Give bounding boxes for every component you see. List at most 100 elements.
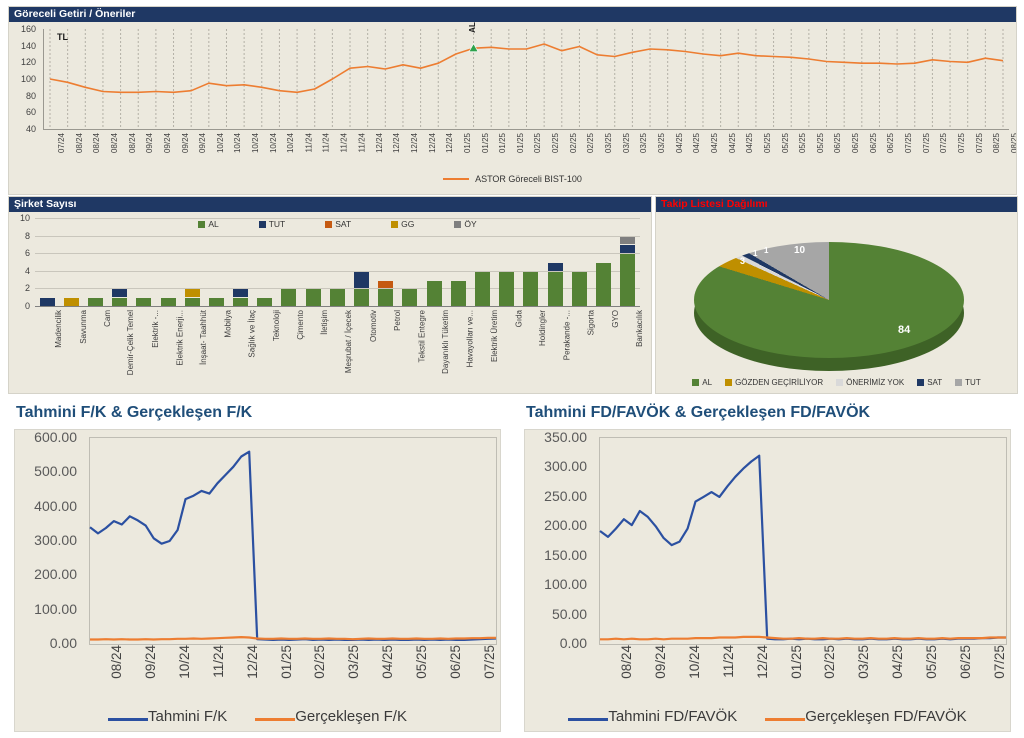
bar-segment-al bbox=[208, 298, 224, 306]
bar-7 bbox=[184, 288, 200, 306]
y-tick-label: 40 bbox=[25, 124, 36, 134]
bar-segment-öy bbox=[620, 236, 636, 245]
x-tick-label: 09/24 bbox=[143, 645, 159, 679]
x-tick-label: 07/25 bbox=[939, 133, 949, 154]
pie-value-al: 84 bbox=[898, 324, 911, 336]
y-tick-label: 10 bbox=[19, 213, 30, 223]
legend-label: SAT bbox=[335, 219, 352, 229]
x-tick-label: 05/25 bbox=[413, 645, 429, 679]
x-tick-label: 10/24 bbox=[233, 133, 243, 154]
bar-23 bbox=[571, 271, 587, 306]
x-tick-label: 11/24 bbox=[720, 645, 736, 678]
legend-label: ÖY bbox=[464, 219, 477, 229]
legend-swatch bbox=[917, 379, 925, 386]
x-tick-label: 11/24 bbox=[210, 645, 226, 678]
legend-swatch bbox=[198, 221, 206, 228]
x-tick-label: 02/25 bbox=[551, 133, 561, 154]
x-tick-label: Holdingler bbox=[538, 310, 548, 347]
chart-title: Tahmini F/K & Gerçekleşen F/K bbox=[16, 404, 253, 421]
x-tick-label: 04/25 bbox=[674, 133, 684, 154]
x-tick-label: Demir-Çelik Temel bbox=[126, 310, 136, 376]
bar-segment-al bbox=[474, 271, 490, 306]
x-tick-label: 09/24 bbox=[198, 133, 208, 154]
bar-19 bbox=[474, 271, 490, 306]
bar-22 bbox=[547, 262, 563, 306]
x-tick-label: İletişim bbox=[320, 310, 330, 335]
x-tick-label: 01/25 bbox=[498, 133, 508, 154]
plot-area bbox=[43, 29, 1009, 130]
bar-segment-al bbox=[499, 271, 515, 306]
legend-label: GÖZDEN GEÇİRİLİYOR bbox=[735, 378, 824, 387]
bar-24 bbox=[595, 262, 611, 306]
x-tick-label: Otomotiv bbox=[368, 310, 378, 343]
x-tick-label: 06/25 bbox=[447, 645, 463, 679]
bar-segment-al bbox=[160, 298, 176, 306]
legend-line-sample bbox=[765, 717, 806, 721]
y-tick-label: 60 bbox=[25, 107, 36, 118]
bar-21 bbox=[523, 271, 539, 306]
x-tick-label: 07/25 bbox=[921, 133, 931, 154]
legend-label: TUT bbox=[268, 219, 286, 229]
x-tick-label: 05/25 bbox=[780, 133, 790, 154]
bar-segment-sat bbox=[378, 280, 394, 289]
legend-item: TUT bbox=[955, 378, 981, 387]
x-tick-label: 04/25 bbox=[709, 133, 719, 154]
y-tick-label: 500.00 bbox=[34, 463, 77, 480]
legend-label: AL bbox=[208, 219, 219, 229]
x-tick-label: 01/25 bbox=[788, 645, 804, 679]
legend-label: Tahmini F/K bbox=[148, 707, 228, 725]
company-count-chart: 10 8 6 4 2 0 AL TUT SAT GG ÖY Madencilik Savunma Ca… bbox=[9, 212, 651, 392]
chart-legend: AL TUT SAT GG ÖY bbox=[35, 219, 640, 229]
x-axis-labels: Madencilik Savunma Cam Demir-Çelik Temel Ele… bbox=[35, 308, 644, 388]
legend-line-sample bbox=[108, 717, 149, 721]
y-tick-label: 6 bbox=[24, 248, 30, 259]
legend-swatch bbox=[325, 221, 333, 228]
pie-value-onerimiz-yok: 1 bbox=[753, 249, 758, 258]
bar-12 bbox=[305, 288, 321, 306]
x-tick-label: İnşaat- Taahhüt bbox=[199, 310, 209, 366]
currency-label: TL bbox=[57, 32, 68, 42]
y-tick-label: 80 bbox=[25, 90, 36, 101]
x-tick-label: 11/24 bbox=[321, 133, 331, 153]
legend-label: TUT bbox=[965, 378, 981, 387]
bar-segment-al bbox=[354, 289, 370, 306]
chart-title: Tahmini FD/FAVÖK & Gerçekleşen FD/FAVÖK bbox=[526, 404, 871, 421]
x-tick-label: 02/25 bbox=[586, 133, 596, 154]
x-tick-label: 02/25 bbox=[822, 645, 838, 679]
x-tick-label: 09/24 bbox=[653, 645, 669, 679]
legend-label: Gerçekleşen F/K bbox=[295, 707, 407, 725]
x-tick-label: 12/24 bbox=[244, 645, 260, 679]
x-axis-labels: 08/24 09/24 10/24 11/24 12/24 01/25 02/25 03/25… bbox=[89, 643, 496, 701]
bar-segment-al bbox=[329, 289, 345, 306]
line-chart-svg bbox=[89, 450, 497, 641]
x-tick-label: 03/25 bbox=[639, 133, 649, 154]
x-tick-label: 06/25 bbox=[886, 133, 896, 154]
pie-value-tut: 10 bbox=[794, 245, 806, 256]
pie-value-gozden: 3 bbox=[740, 256, 746, 266]
x-tick-label: 10/24 bbox=[268, 133, 278, 154]
y-tick-label: 200.00 bbox=[34, 566, 77, 583]
pie-value-sat: 1 bbox=[764, 246, 769, 255]
x-tick-label: Teknoloji bbox=[271, 310, 281, 342]
bar-11 bbox=[281, 288, 297, 306]
bar-17 bbox=[426, 280, 442, 306]
x-tick-label: 08/24 bbox=[619, 645, 635, 679]
bar-segment-al bbox=[450, 280, 466, 306]
bar-segment-al bbox=[112, 298, 128, 306]
panel-title: Takip Listesi Dağılımı bbox=[661, 198, 768, 210]
y-tick-label: 140 bbox=[20, 40, 36, 51]
legend-swatch bbox=[391, 221, 399, 228]
y-tick-label: 600.00 bbox=[34, 429, 77, 445]
y-tick-label: 100.00 bbox=[544, 576, 587, 593]
legend-label: AL bbox=[702, 378, 713, 387]
x-tick-label: 01/25 bbox=[515, 133, 525, 154]
x-tick-label: Dayanıklı Tüketim bbox=[441, 310, 451, 374]
legend-label: Gerçekleşen FD/FAVÖK bbox=[805, 707, 967, 725]
x-tick-label: 05/25 bbox=[923, 645, 939, 679]
bar-segment-tut bbox=[233, 289, 249, 298]
x-axis-labels: 08/24 09/24 10/24 11/24 12/24 01/25 02/25 03/25… bbox=[599, 643, 1006, 701]
bar-segment-al bbox=[184, 298, 200, 306]
x-tick-label: 03/25 bbox=[604, 133, 614, 154]
bar-13 bbox=[329, 288, 345, 306]
